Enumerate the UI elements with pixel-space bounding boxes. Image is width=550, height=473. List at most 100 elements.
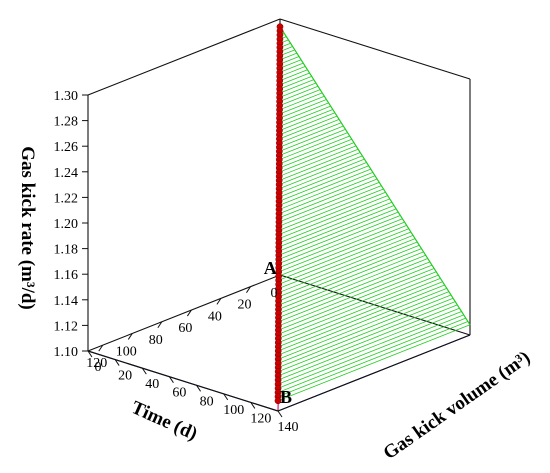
z-tick-label: 1.18: [54, 243, 79, 258]
green-projector: [278, 241, 418, 298]
green-projector: [278, 278, 441, 343]
green-projector: [278, 248, 422, 306]
green-projector: [279, 132, 348, 161]
green-projector: [279, 125, 344, 152]
x-tick-mark: [157, 321, 163, 329]
front-edges: [87, 334, 471, 412]
green-projection-curve: [279, 26, 471, 326]
green-projector: [277, 304, 458, 377]
y-tick-mark: [277, 410, 283, 418]
y-tick-label: 0: [95, 360, 102, 375]
z-tick-label: 1.16: [54, 268, 79, 283]
green-projector: [278, 254, 426, 314]
x-tick-label: 80: [149, 333, 163, 348]
green-projector: [279, 115, 338, 140]
x-tick-mark: [98, 344, 104, 352]
green-projector: [278, 297, 454, 368]
green-projector: [278, 294, 452, 364]
green-projector: [278, 168, 371, 206]
point-label: A: [264, 258, 277, 278]
green-projector: [278, 264, 433, 327]
z-tick-label: 1.20: [54, 217, 79, 232]
green-projector: [278, 155, 363, 190]
box-edge: [87, 274, 281, 352]
box-edge: [279, 18, 471, 80]
green-projector: [278, 201, 393, 248]
green-projector: [278, 234, 414, 289]
green-projector: [279, 112, 336, 136]
green-projector: [277, 321, 469, 397]
green-projector: [278, 162, 367, 198]
green-projector: [278, 185, 382, 227]
green-projector: [278, 238, 416, 294]
tick-labels: 0204060801001200204060801001201401.101.1…: [54, 89, 299, 435]
x-tick-mark: [246, 286, 251, 293]
x-tick-mark: [127, 333, 133, 340]
x-tick-mark: [186, 309, 192, 317]
green-projector: [278, 225, 407, 277]
y-tick-mark: [141, 367, 147, 375]
y-tick-mark: [196, 385, 201, 392]
green-projector: [279, 79, 314, 94]
x-tick-label: 120: [86, 356, 107, 371]
green-projector: [278, 208, 397, 256]
green-projector: [278, 261, 431, 323]
green-projector: [279, 82, 317, 98]
x-tick-label: 0: [271, 286, 278, 301]
x-tick-label: 20: [238, 298, 252, 313]
green-projector: [278, 215, 401, 264]
green-projector: [278, 195, 388, 240]
green-projector: [278, 205, 395, 252]
green-projector: [278, 211, 399, 260]
projection-rate-vs-volume: [277, 26, 471, 402]
z-tick-label: 1.14: [54, 294, 79, 309]
x-tick-label: 60: [178, 321, 192, 336]
y-tick-label: 120: [250, 411, 271, 426]
y-tick-label: 100: [223, 403, 244, 418]
green-projector: [278, 175, 376, 215]
green-projector: [278, 188, 384, 231]
y-axis-title: Gas kick volume (m³): [380, 347, 535, 464]
green-projector: [279, 145, 357, 177]
green-projector: [279, 56, 300, 65]
green-projector: [278, 181, 380, 223]
green-projector: [277, 314, 464, 389]
z-axis-title: Gas kick rate (m³/d): [17, 146, 38, 310]
green-projector: [279, 69, 308, 82]
green-projector: [279, 92, 323, 111]
x-tick-mark: [216, 298, 222, 305]
green-projector: [277, 311, 462, 385]
front-edge: [277, 334, 471, 412]
y-tick-label: 60: [172, 386, 186, 401]
series-marker: [274, 397, 282, 405]
axis-ticks: [82, 94, 283, 418]
y-tick-label: 140: [278, 420, 299, 435]
green-projector: [279, 119, 340, 144]
green-projector: [278, 301, 456, 373]
green-projector: [278, 158, 365, 194]
green-projector: [278, 268, 435, 331]
z-tick-label: 1.26: [54, 140, 79, 155]
green-projector: [278, 284, 445, 352]
y-tick-mark: [114, 359, 120, 366]
green-projector: [279, 135, 350, 165]
green-projector: [279, 66, 306, 77]
z-tick-label: 1.10: [54, 345, 79, 360]
green-projector: [278, 231, 412, 285]
y-tick-mark: [169, 376, 174, 383]
green-projector: [279, 122, 342, 148]
green-projector: [279, 62, 304, 73]
z-tick-label: 1.22: [54, 191, 79, 206]
y-tick-label: 40: [145, 377, 159, 392]
x-tick-label: 40: [208, 309, 222, 324]
green-projector: [279, 102, 329, 123]
z-tick-label: 1.24: [54, 166, 79, 181]
green-projector: [278, 291, 450, 360]
z-tick-label: 1.12: [54, 319, 79, 334]
green-projector: [278, 198, 390, 244]
green-projector: [278, 165, 369, 202]
y-tick-mark: [87, 350, 93, 358]
green-projector: [278, 271, 437, 335]
